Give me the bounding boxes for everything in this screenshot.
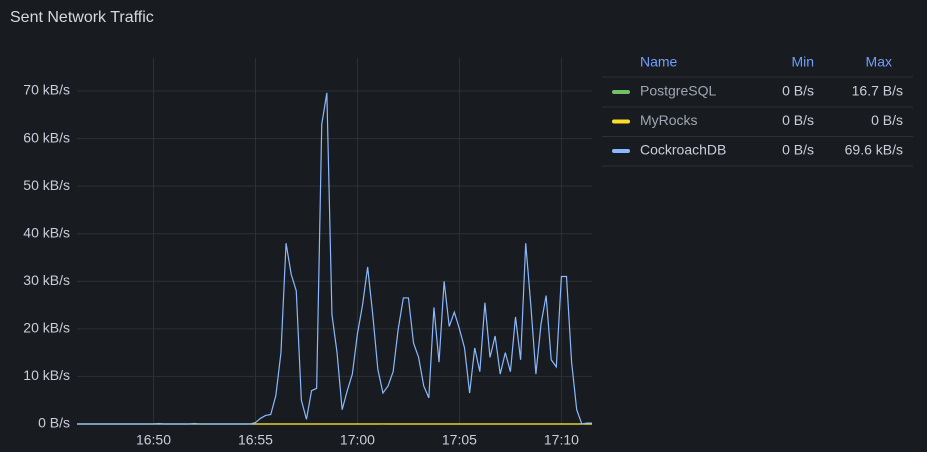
legend-value: 0 B/s [871, 112, 903, 128]
legend-name: PostgreSQL [640, 83, 716, 99]
legend-value: 0 B/s [782, 142, 814, 158]
legend-header: Max [866, 54, 892, 70]
legend-name: MyRocks [640, 112, 698, 128]
y-tick-label: 30 kB/s [23, 272, 70, 288]
x-tick-label: 17:00 [340, 432, 375, 448]
x-tick-label: 17:05 [442, 432, 477, 448]
legend-value: 16.7 B/s [852, 83, 903, 99]
y-tick-label: 10 kB/s [23, 367, 70, 383]
legend-header: Min [791, 54, 814, 70]
y-tick-label: 0 B/s [38, 415, 70, 431]
legend-swatch [612, 149, 630, 153]
legend-name: CockroachDB [640, 142, 726, 158]
legend-header: Name [640, 54, 678, 70]
y-tick-label: 20 kB/s [23, 320, 70, 336]
legend-swatch [612, 90, 630, 94]
x-tick-label: 17:10 [544, 432, 579, 448]
y-tick-label: 70 kB/s [23, 82, 70, 98]
y-tick-label: 50 kB/s [23, 177, 70, 193]
panel-title: Sent Network Traffic [10, 9, 154, 26]
legend-swatch [612, 119, 630, 124]
legend-value: 69.6 kB/s [845, 142, 903, 158]
x-tick-label: 16:55 [238, 432, 273, 448]
y-tick-label: 60 kB/s [23, 129, 70, 145]
y-tick-label: 40 kB/s [23, 224, 70, 240]
series-line [77, 92, 592, 425]
x-tick-label: 16:50 [136, 432, 171, 448]
legend-value: 0 B/s [782, 112, 814, 128]
legend-value: 0 B/s [782, 83, 814, 99]
